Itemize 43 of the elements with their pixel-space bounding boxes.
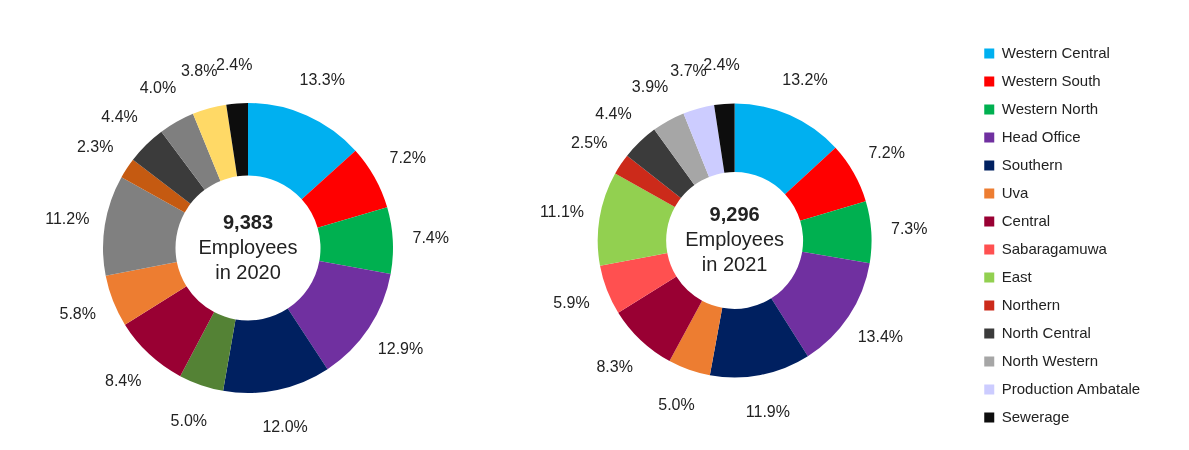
- text: 9,383: [222, 210, 274, 233]
- data-label: 13.4%: [857, 327, 904, 345]
- legend-label: Southern: [1001, 155, 1063, 173]
- legend-label: Western South: [1001, 71, 1101, 89]
- legend-label: Western Central: [1001, 43, 1110, 61]
- data-label: 2.3%: [76, 137, 114, 155]
- data-label: 13.3%: [299, 71, 345, 89]
- data-label: 8.4%: [105, 372, 142, 390]
- data-label: 7.3%: [891, 219, 928, 237]
- data-label: 7.2%: [389, 149, 426, 167]
- legend-label: Western North: [1001, 99, 1099, 117]
- data-label: 4.4%: [595, 104, 632, 122]
- legend-label: East: [1001, 267, 1033, 285]
- data-label: 5.9%: [553, 294, 590, 312]
- data-label: 4.4%: [101, 108, 138, 126]
- legend-label: Head Office: [1001, 127, 1081, 145]
- data-label: 11.1%: [539, 202, 585, 220]
- data-label: 12.0%: [262, 417, 308, 435]
- legend-label: Sabaragamuwa: [1001, 239, 1108, 257]
- data-label: 7.4%: [412, 228, 449, 246]
- legend-label: North Central: [1001, 323, 1091, 341]
- data-label: 3.9%: [631, 77, 669, 95]
- legend-label: North Western: [1001, 351, 1099, 369]
- legend-label: Central: [1001, 211, 1051, 229]
- data-label: 5.0%: [658, 395, 695, 413]
- data-label: 11.9%: [745, 402, 790, 420]
- data-label: 8.3%: [596, 358, 633, 376]
- data-label: 4.0%: [139, 79, 177, 97]
- data-label: 11.2%: [45, 209, 90, 227]
- legend-label: Uva: [1001, 183, 1030, 201]
- text: Employees in 2020: [198, 235, 298, 283]
- text: Employees in 2021: [685, 228, 785, 276]
- data-label: 5.0%: [170, 411, 208, 429]
- legend-label: Northern: [1001, 295, 1061, 313]
- text: 9,296: [709, 203, 760, 226]
- legend-label: Sewerage: [1001, 407, 1070, 425]
- data-label: 13.2%: [782, 70, 828, 88]
- data-label: 7.2%: [868, 144, 905, 162]
- data-label: 5.8%: [59, 305, 96, 323]
- legend-label: Production Ambatale: [1001, 379, 1141, 397]
- data-label: 12.9%: [377, 339, 424, 357]
- data-label: 3.8%: [180, 62, 218, 80]
- data-label: 2.5%: [570, 133, 608, 151]
